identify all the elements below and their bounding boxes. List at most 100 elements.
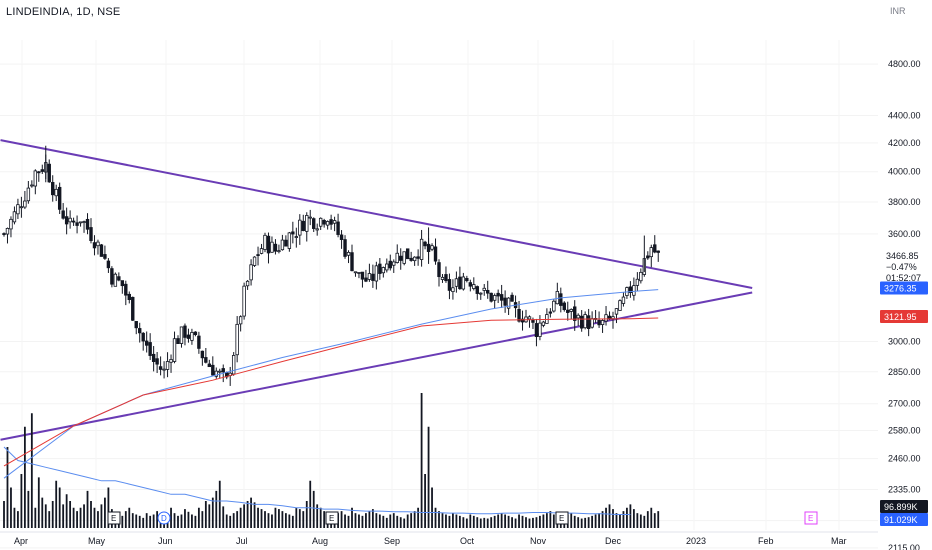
volume-value-badge-bg [880,500,928,513]
candle-body [99,244,104,257]
candle-body [117,276,121,281]
volume-bar [253,502,256,528]
earnings-marker[interactable]: E [107,511,121,525]
volume-bar [58,487,61,528]
candle-body [506,297,511,309]
volume-bar [469,514,472,528]
volume-bar [142,517,145,528]
trendline-resistance[interactable] [0,139,753,289]
candle-body [569,308,573,312]
volume-bar [218,480,221,528]
candle-body [127,293,131,301]
candle-body [263,234,267,250]
grid [0,40,878,549]
volume-bar [598,513,600,528]
earnings-marker[interactable]: E [555,511,569,525]
candle-body [649,247,653,258]
candle-body [357,272,361,274]
price-tick-label: 2115.00 [888,543,920,550]
price-tick-label: 2460.00 [888,454,921,464]
candle-body [61,210,65,219]
candle-body [444,274,448,282]
candle-body [103,254,107,259]
volume-bar [361,515,364,528]
candle-body [256,254,260,256]
candle-body [273,243,278,252]
earnings-marker[interactable]: E [804,511,818,525]
last-price-label: 3466.85 [886,251,919,261]
candle-body [468,282,473,287]
volume-bar [284,513,287,528]
candle-body [211,364,215,376]
volume-bar [514,518,517,528]
candle-body [451,287,455,293]
volume-bar [535,517,538,528]
volume-bar [507,515,510,528]
candle-body [447,279,452,291]
candle-body [197,335,201,349]
volume-bar [79,507,82,528]
earnings-label: E [808,514,813,523]
dividend-marker[interactable]: D [157,511,171,525]
volume-bar [532,517,534,528]
price-change-label: −0.47% [886,262,917,272]
candle-body [218,370,222,373]
volume-bar [72,507,75,528]
volume-bar [267,513,270,528]
candle-body [40,169,44,172]
dividend-icon [157,511,171,525]
candle-body [235,323,239,356]
time-tick-label: Aug [312,536,328,546]
volume-bar [323,511,326,528]
candle-body [26,187,31,202]
volume-bar [375,513,378,528]
volume-bar [250,497,252,528]
candle-body [245,280,250,287]
candle-body [611,316,615,320]
candle-body [315,228,319,231]
candle-body [266,235,271,254]
candle-body [486,289,490,294]
price-tick-label: 3800.00 [888,197,921,207]
volume-bar [100,504,103,528]
candle-body [339,234,344,240]
candle-body [604,314,608,322]
candle-body [440,276,445,280]
time-tick-label: Jul [236,536,248,546]
volume-bar [500,513,503,528]
volume-bar [121,515,124,528]
volume-bar [452,513,454,528]
volume-bar [86,490,89,528]
candle-body [312,218,316,229]
candle-body [360,271,365,280]
candle-body [23,200,27,208]
volume-bar [149,515,152,528]
candle-body [621,296,626,304]
candle-body [433,246,438,262]
time-tick-label: Jun [158,536,173,546]
time-tick-label: 2023 [686,536,706,546]
volume-bar [525,517,527,528]
trendline-support[interactable] [0,291,753,441]
candle-body [499,294,504,301]
volume-bar [288,514,291,528]
volume-bar [274,507,277,528]
volume-bar [37,477,40,528]
candle-body [343,239,347,257]
candle-body [169,359,173,363]
volume-bar [295,507,298,528]
candle-body [458,276,462,290]
candle-body [110,268,114,285]
volume-bar [354,513,357,528]
candle-body [559,293,563,306]
candle-body [597,319,601,326]
volume-bar [399,517,402,528]
volume-bar [41,497,44,528]
candle-body [259,248,264,254]
earnings-marker[interactable]: E [325,511,339,525]
candle-body [392,261,396,266]
volume-ma-value-badge-bg [880,513,928,526]
candle-body [16,204,20,215]
candle-body [92,242,97,249]
